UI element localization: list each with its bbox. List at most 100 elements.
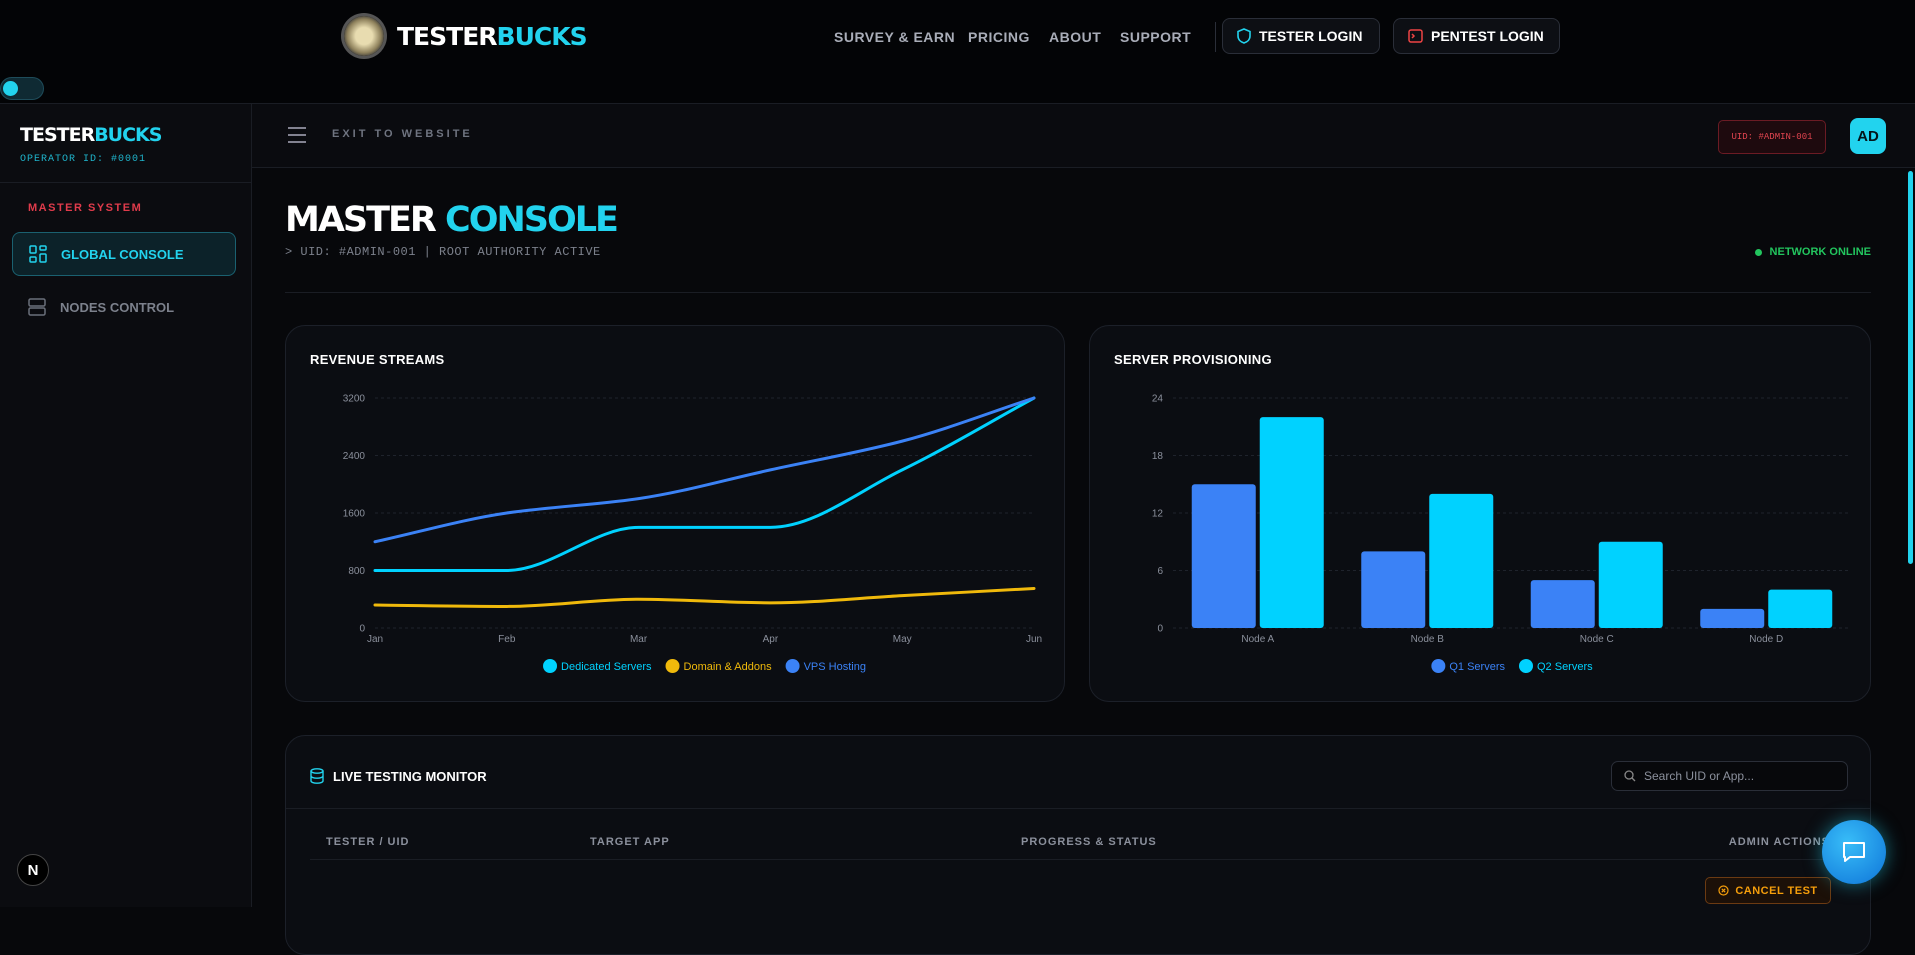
- nav-link[interactable]: SURVEY & EARN: [834, 29, 956, 45]
- legend-label: Dedicated Servers: [561, 661, 652, 673]
- exit-link[interactable]: EXIT TO WEBSITE: [332, 128, 473, 140]
- y-tick-label: 2400: [343, 451, 366, 462]
- toggle[interactable]: [0, 77, 44, 100]
- title-a: MASTER: [285, 200, 437, 240]
- brand[interactable]: TESTERBUCKS: [397, 22, 588, 51]
- line: [373, 586, 1036, 608]
- column-header: PROGRESS & STATUS: [1021, 836, 1157, 848]
- status-label: NETWORK ONLINE: [1769, 246, 1871, 258]
- status-dot: [1754, 248, 1762, 256]
- uid-pill: UID: #ADMIN-001: [1718, 120, 1826, 154]
- server-icon: [28, 298, 46, 316]
- divider: [0, 182, 251, 183]
- x-tick-label: Jan: [367, 634, 383, 645]
- btn-label: TESTER LOGIN: [1259, 28, 1363, 44]
- dev-badge[interactable]: N: [17, 854, 49, 886]
- search-placeholder: Search UID or App...: [1644, 769, 1755, 783]
- avatar[interactable]: AD: [1850, 118, 1886, 154]
- divider: [285, 292, 1871, 293]
- y-tick-label: 1600: [343, 509, 366, 520]
- x-tick-label: Jun: [1026, 634, 1042, 645]
- y-tick-label: 0: [359, 624, 365, 635]
- x-tick-label: Apr: [763, 634, 779, 645]
- subtitle: > UID: #ADMIN-001 | ROOT AUTHORITY ACTIV…: [285, 245, 601, 259]
- y-tick-label: 3200: [343, 394, 366, 405]
- toggle-knob: [3, 81, 18, 96]
- logo[interactable]: [344, 16, 384, 56]
- chart: 0 6 12 18 24 Node A Node B Node C Node D Q1 Serve…: [1152, 394, 1851, 673]
- brand-b: BUCKS: [496, 22, 588, 51]
- legend-label: Q1 Servers: [1449, 661, 1505, 673]
- table-title: LIVE TESTING MONITOR: [333, 769, 487, 784]
- pentest-login[interactable]: PENTEST LOGIN: [1393, 18, 1560, 54]
- bar: [1530, 580, 1595, 628]
- bar: [1259, 417, 1324, 628]
- nav-item[interactable]: GLOBAL CONSOLE: [12, 232, 236, 276]
- operator-id: OPERATOR ID: #0001: [20, 154, 147, 165]
- brand-a: TESTER: [397, 22, 498, 51]
- legend-label: VPS Hosting: [804, 661, 866, 673]
- side-brand: TESTERBUCKS: [20, 124, 162, 146]
- legend-swatch: [1519, 659, 1533, 673]
- x-tick-label: Node D: [1749, 634, 1783, 645]
- terminal-icon: [1408, 29, 1423, 43]
- cancel-button[interactable]: CANCEL TEST: [1705, 877, 1831, 904]
- line: [373, 396, 1036, 572]
- chart: 0 800 1600 2400 3200 Jan Feb Mar Apr May Jun Dedica…: [343, 394, 1042, 673]
- chart-title: REVENUE STREAMS: [310, 352, 445, 367]
- sidebar: TESTERBUCKS OPERATOR ID: #0001 MASTER SY…: [0, 104, 252, 907]
- y-tick-label: 6: [1157, 566, 1163, 577]
- legend-swatch: [785, 659, 800, 673]
- y-tick-label: 800: [348, 566, 365, 577]
- y-tick-label: 12: [1152, 509, 1164, 520]
- brand-a: TESTER: [20, 124, 95, 146]
- column-header: TARGET APP: [590, 836, 670, 848]
- tester-login[interactable]: TESTER LOGIN: [1222, 18, 1380, 54]
- search-icon: [1624, 770, 1636, 782]
- bar: [1768, 589, 1833, 628]
- chat-icon: [1843, 842, 1865, 862]
- cancel-label: CANCEL TEST: [1735, 884, 1818, 897]
- topbar: EXIT TO WEBSITE UID: #ADMIN-001 AD: [252, 104, 1915, 168]
- bar: [1191, 484, 1256, 628]
- x-tick-label: Node B: [1411, 634, 1445, 645]
- chart-card: 0 6 12 18 24 Node A Node B Node C Node D Q1 Serve…: [1089, 325, 1871, 702]
- search-box[interactable]: Search UID or App...: [1611, 761, 1848, 791]
- btn-label: PENTEST LOGIN: [1431, 28, 1544, 44]
- column-header: TESTER / UID: [326, 836, 410, 848]
- legend: Dedicated Servers Domain & Addons VPS Host…: [543, 659, 866, 673]
- chat-button[interactable]: [1822, 820, 1886, 884]
- legend-swatch: [665, 659, 680, 673]
- item-label: NODES CONTROL: [60, 299, 175, 315]
- db-icon: [310, 768, 324, 784]
- x-tick-label: May: [893, 634, 912, 645]
- chart-card: 0 800 1600 2400 3200 Jan Feb Mar Apr May Jun Dedica…: [285, 325, 1065, 702]
- legend-label: Domain & Addons: [684, 661, 773, 673]
- top-nav: TESTERBUCKS SURVEY & EARN PRICING ABOUT …: [0, 0, 1915, 104]
- y-tick-label: 24: [1152, 394, 1164, 405]
- scrollbar[interactable]: [1908, 171, 1913, 564]
- x-tick-label: Mar: [630, 634, 648, 645]
- y-tick-label: 18: [1152, 451, 1164, 462]
- menu-icon[interactable]: [287, 126, 307, 144]
- divider: [310, 859, 1848, 860]
- section-label: MASTER SYSTEM: [28, 202, 143, 214]
- x-tick-label: Node A: [1241, 634, 1274, 645]
- nav-link[interactable]: ABOUT: [1049, 29, 1102, 45]
- nav-item[interactable]: NODES CONTROL: [12, 285, 236, 329]
- x-tick-label: Node C: [1580, 634, 1614, 645]
- column-header: ADMIN ACTIONS: [1728, 836, 1830, 848]
- legend-label: Q2 Servers: [1537, 661, 1593, 673]
- shield-icon: [1237, 28, 1251, 44]
- bar: [1361, 551, 1426, 628]
- chart-title: SERVER PROVISIONING: [1114, 352, 1272, 367]
- item-label: GLOBAL CONSOLE: [61, 246, 184, 262]
- brand-b: BUCKS: [94, 124, 162, 146]
- nav-link[interactable]: PRICING: [968, 29, 1030, 45]
- divider: [286, 808, 1870, 809]
- legend: Q1 Servers Q2 Servers: [1431, 659, 1593, 673]
- legend-swatch: [1431, 659, 1446, 673]
- nav-link[interactable]: SUPPORT: [1120, 29, 1192, 45]
- line: [373, 396, 1036, 544]
